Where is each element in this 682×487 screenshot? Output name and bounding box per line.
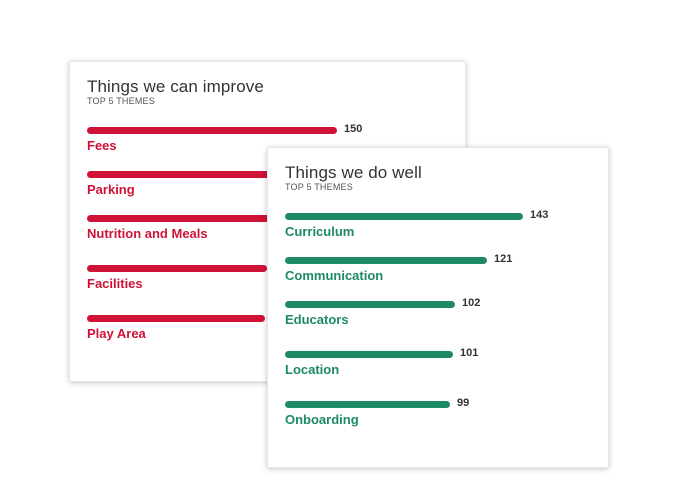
card-subtitle: TOP 5 THEMES xyxy=(285,182,353,192)
theme-row-educators: 102 Educators xyxy=(285,297,585,335)
theme-value: 102 xyxy=(462,297,481,309)
theme-row-fees: 150 Fees xyxy=(87,123,387,161)
theme-bar xyxy=(285,213,523,220)
theme-row-onboarding: 99 Onboarding xyxy=(285,397,585,435)
theme-label: Location xyxy=(285,362,340,377)
theme-bar xyxy=(87,127,337,134)
theme-label: Fees xyxy=(87,138,117,153)
theme-bar xyxy=(285,301,455,308)
theme-value: 121 xyxy=(494,253,513,265)
theme-bar xyxy=(285,351,453,358)
theme-label: Play Area xyxy=(87,326,146,341)
theme-bar xyxy=(285,401,450,408)
card-title: Things we do well xyxy=(285,163,422,182)
theme-label: Educators xyxy=(285,312,349,327)
theme-value: 99 xyxy=(457,397,470,409)
theme-bar xyxy=(87,215,274,222)
theme-row-curriculum: 143 Curriculum xyxy=(285,209,585,247)
theme-bar xyxy=(87,315,265,322)
theme-value: 150 xyxy=(344,123,363,135)
theme-row-location: 101 Location xyxy=(285,347,585,385)
theme-bar xyxy=(87,265,267,272)
theme-value: 101 xyxy=(460,347,479,359)
well-themes-card: Things we do well TOP 5 THEMES 143 Curri… xyxy=(267,147,609,468)
theme-label: Parking xyxy=(87,182,135,197)
theme-label: Curriculum xyxy=(285,224,355,239)
theme-label: Onboarding xyxy=(285,412,359,427)
theme-label: Nutrition and Meals xyxy=(87,226,208,241)
card-title: Things we can improve xyxy=(87,77,264,96)
theme-label: Communication xyxy=(285,268,384,283)
theme-label: Facilities xyxy=(87,276,143,291)
theme-bar xyxy=(87,171,315,178)
theme-row-communication: 121 Communication xyxy=(285,253,585,291)
theme-bar xyxy=(285,257,487,264)
card-subtitle: TOP 5 THEMES xyxy=(87,96,155,106)
theme-value: 143 xyxy=(530,209,549,221)
